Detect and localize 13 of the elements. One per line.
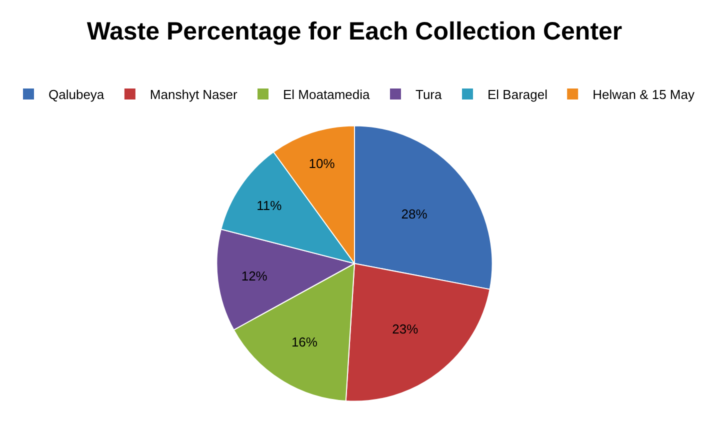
data-label: 12%: [241, 268, 268, 284]
data-label: 11%: [256, 198, 282, 214]
data-label: 28%: [401, 206, 428, 222]
chart-title: Waste Percentage for Each Collection Center: [86, 17, 622, 46]
legend-label: Helwan & 15 May: [592, 87, 695, 102]
legend-label: Tura: [415, 87, 443, 102]
data-label: 23%: [392, 322, 419, 337]
legend-label: Qalubeya: [48, 87, 105, 102]
data-label: 10%: [308, 156, 336, 171]
data-label: 16%: [291, 334, 318, 350]
legend-label: Manshyt Naser: [150, 87, 238, 102]
legend-label: El Moatamedia: [283, 87, 370, 102]
legend-label: El Baragel: [488, 87, 548, 102]
